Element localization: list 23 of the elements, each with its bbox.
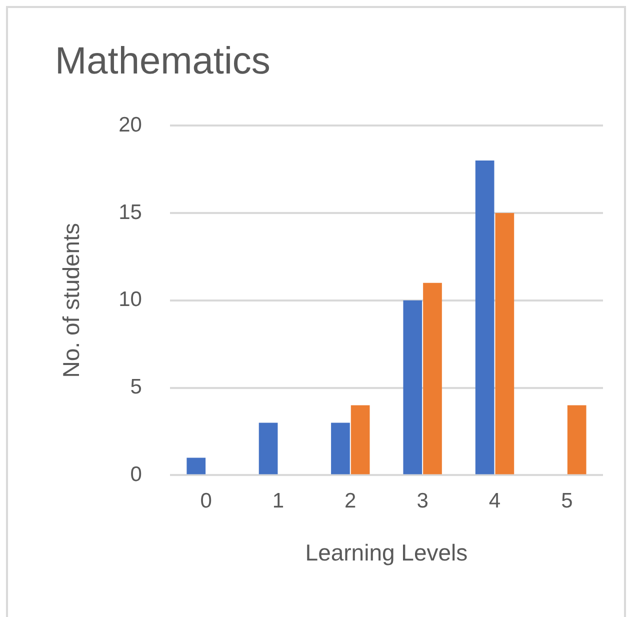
chart-title: Mathematics	[55, 40, 270, 82]
bar	[475, 160, 494, 474]
x-tick-label: 3	[416, 490, 428, 513]
y-tick-label: 20	[118, 113, 142, 136]
bar	[258, 422, 278, 474]
x-axis-title: Learning Levels	[305, 540, 468, 566]
bar	[403, 300, 422, 474]
bar	[350, 405, 370, 474]
bar	[331, 422, 350, 474]
y-tick-label: 0	[130, 462, 142, 486]
bar	[495, 213, 514, 474]
y-tick-label: 10	[118, 288, 142, 312]
x-tick-label: 2	[344, 490, 356, 513]
x-tick-label: 1	[272, 490, 284, 513]
x-tick-label: 4	[488, 490, 501, 513]
x-tick-label: 5	[561, 490, 573, 513]
y-tick-label: 5	[130, 376, 142, 399]
x-tick-label: 0	[200, 490, 212, 513]
bar	[567, 405, 586, 474]
bar	[186, 458, 206, 474]
y-tick-label: 15	[118, 200, 142, 224]
bar	[423, 282, 442, 474]
y-axis-title: No. of students	[58, 223, 84, 378]
